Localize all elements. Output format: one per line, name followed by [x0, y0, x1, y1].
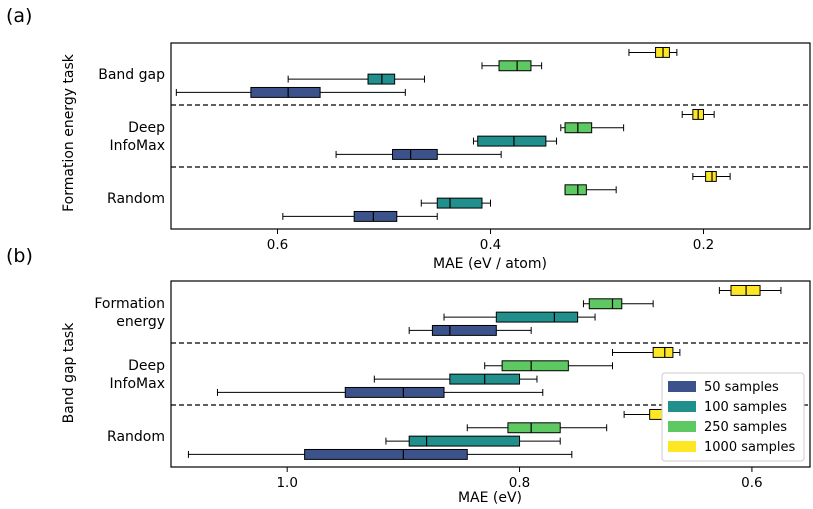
legend-label: 1000 samples	[704, 440, 795, 455]
box-100-samples-1	[373, 373, 538, 385]
panel-b-plot-area: Formation energy Deep InfoMax Random 1.0 0.8 0.…	[94, 280, 811, 491]
panel-a-y-axis-title: Formation energy task	[61, 53, 77, 212]
x-tick-label: 0.8	[509, 475, 530, 491]
box	[507, 422, 561, 434]
legend-swatch	[668, 381, 696, 392]
box	[304, 448, 468, 460]
box	[344, 386, 445, 398]
box-250-samples-0	[582, 298, 654, 310]
legend-label: 250 samples	[704, 420, 787, 435]
box	[498, 60, 532, 72]
legend-swatch	[668, 421, 696, 432]
x-tick-label: 0.2	[693, 237, 714, 253]
box	[652, 346, 674, 358]
category-label: Band gap	[98, 67, 165, 83]
legend-frame	[661, 372, 805, 462]
box	[477, 135, 547, 147]
box	[501, 360, 569, 372]
box-1000-samples-2	[692, 170, 731, 182]
box-100-samples-0	[443, 311, 596, 323]
box-100-samples-2	[420, 197, 491, 209]
box-250-samples-1	[484, 360, 613, 372]
box	[392, 148, 438, 160]
box	[705, 170, 717, 182]
panel-b-x-axis-title: MAE (eV)	[458, 490, 522, 506]
box-100-samples-2	[385, 435, 561, 447]
box-1000-samples-1	[681, 108, 715, 120]
panel-b-y-axis-title: Band gap task	[61, 322, 77, 424]
box-100-samples-0	[287, 73, 425, 85]
category-label: Deep InfoMax	[110, 120, 166, 154]
box-50-samples-2	[187, 448, 573, 460]
box-250-samples-2	[466, 422, 608, 434]
box-1000-samples-0	[718, 284, 782, 296]
legend-label: 100 samples	[704, 400, 787, 415]
panel-a: (a) Formation energy task MAE (eV / atom…	[6, 5, 811, 272]
legend-swatch	[668, 401, 696, 412]
category-label: Random	[107, 191, 165, 207]
box-1000-samples-0	[628, 46, 678, 58]
category-label: Deep InfoMax	[110, 358, 166, 392]
x-tick-label: 0.4	[480, 237, 501, 253]
box-1000-samples-1	[611, 346, 681, 358]
panel-b: (b) Band gap task MAE (eV) Formation ener…	[6, 245, 811, 506]
x-tick-label: 0.6	[741, 475, 762, 491]
box	[408, 435, 521, 447]
box	[436, 197, 483, 209]
box-50-samples-2	[282, 210, 438, 222]
box	[495, 311, 579, 323]
category-label: Formation energy	[94, 296, 165, 330]
x-tick-label: 1.0	[276, 475, 297, 491]
legend: 50 samples 100 samples 250 samples 1000 sam…	[661, 372, 805, 462]
box-50-samples-0	[175, 86, 406, 98]
box	[431, 324, 497, 336]
box	[250, 86, 321, 98]
x-tick-label: 0.6	[267, 237, 288, 253]
panel-a-label: (a)	[6, 5, 32, 27]
plot-frame	[170, 280, 811, 468]
panel-a-x-axis-title: MAE (eV / atom)	[433, 256, 547, 272]
box-250-samples-0	[481, 60, 543, 72]
panel-a-plot-area: Band gap Deep InfoMax Random 0.6 0.4 0.2	[98, 42, 811, 253]
category-label: Random	[107, 429, 165, 445]
box	[353, 210, 398, 222]
box-250-samples-2	[564, 184, 617, 196]
legend-swatch	[668, 441, 696, 452]
box	[564, 184, 587, 196]
box-50-samples-0	[408, 324, 532, 336]
box-100-samples-1	[472, 135, 558, 147]
box-50-samples-1	[335, 148, 502, 160]
panel-b-label: (b)	[6, 245, 33, 267]
box-250-samples-1	[560, 122, 625, 134]
box	[588, 298, 623, 310]
box-50-samples-1	[216, 386, 544, 398]
legend-label: 50 samples	[704, 380, 779, 395]
